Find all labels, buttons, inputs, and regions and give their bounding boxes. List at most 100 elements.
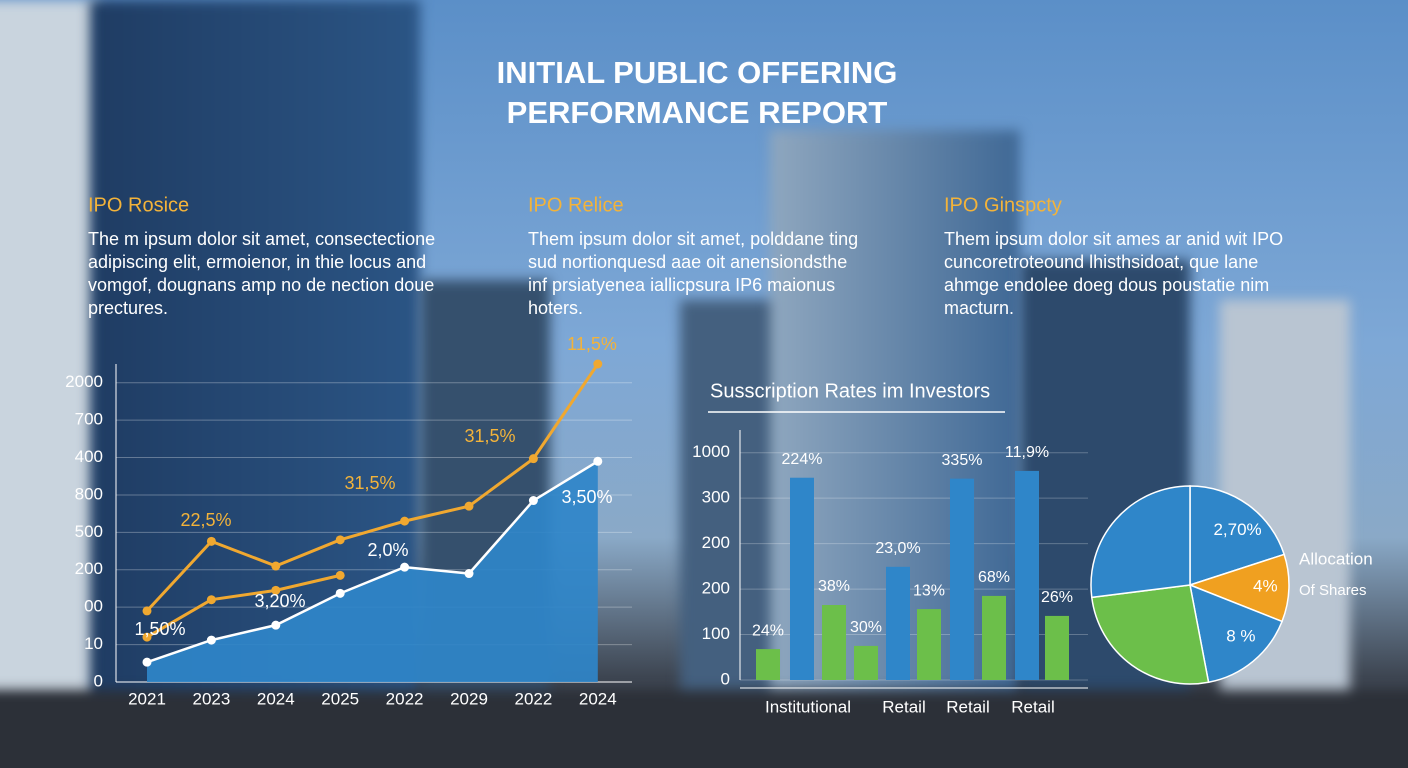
pie-slice [1189, 485, 1286, 587]
column-text: hoters. [528, 298, 583, 318]
point [206, 536, 216, 546]
point [142, 657, 152, 667]
column-text: cuncoretroteound lhisthsidoat, que lane [944, 252, 1258, 272]
x-tick-label: 2022 [514, 689, 552, 708]
annotation: 2,0% [367, 540, 408, 560]
y-tick-label: 0 [721, 669, 730, 688]
column-heading: IPO Ginspcty [944, 194, 1062, 216]
title: PERFORMANCE REPORT [507, 95, 888, 130]
point [400, 516, 410, 526]
x-tick-label: Retail [1011, 697, 1054, 716]
bar-label: 24% [752, 622, 784, 639]
column-text: inf prsiatyenea iallicpsura IP6 maionus [528, 275, 835, 295]
column-text: vomgof, dougnans amp no de nection doue [88, 275, 434, 295]
bar-label: 38% [818, 578, 850, 595]
point [206, 595, 216, 605]
bar-label: 30% [850, 619, 882, 636]
bar [790, 477, 814, 680]
x-tick-label: 2022 [386, 689, 424, 708]
bar [1015, 470, 1039, 680]
point [400, 562, 410, 572]
bar [756, 649, 780, 680]
pie-slice [1090, 485, 1191, 599]
bar [854, 645, 878, 680]
point [271, 561, 281, 571]
bar-label: 11,9% [1005, 444, 1049, 461]
column-text: Them ipsum dolor sit ames ar anid wit IP… [944, 229, 1283, 249]
bar [982, 595, 1006, 680]
bar-label: 23,0% [875, 540, 920, 557]
y-tick-label: 0 [94, 671, 103, 690]
point [142, 632, 152, 642]
y-tick-label: 400 [75, 447, 103, 466]
bar-label: 335% [942, 452, 983, 469]
y-tick-label: 1000 [692, 442, 730, 461]
bar [1045, 615, 1069, 680]
column-text: The m ipsum dolor sit amet, consectectio… [88, 229, 435, 249]
pie-slice [1189, 583, 1284, 684]
annotation: 1,50% [134, 619, 185, 639]
point [271, 620, 281, 630]
y-tick-label: 500 [75, 522, 103, 541]
y-tick-label: 2000 [65, 372, 103, 391]
chart-title: Susscription Rates im Investors [710, 380, 990, 402]
column-heading: IPO Relice [528, 194, 624, 216]
line [145, 363, 600, 612]
y-tick-label: 700 [75, 410, 103, 429]
x-tick-label: 2024 [579, 689, 617, 708]
x-tick-label: 2021 [128, 689, 166, 708]
x-tick-label: 2025 [321, 689, 359, 708]
bar-label: 68% [978, 569, 1010, 586]
column-text: prectures. [88, 298, 168, 318]
area [147, 461, 598, 682]
annotation: 11,5% [567, 334, 617, 354]
pie-slice [1187, 553, 1290, 623]
point [335, 588, 345, 598]
y-tick-label: 10 [84, 634, 103, 653]
point [464, 501, 474, 511]
pie-slice [1090, 584, 1210, 685]
point [271, 585, 281, 595]
x-tick-label: 2023 [192, 689, 230, 708]
point [593, 359, 603, 369]
point [335, 535, 345, 545]
y-tick-label: 00 [84, 597, 103, 616]
y-tick-label: 800 [75, 484, 103, 503]
annotation: 31,5% [464, 426, 515, 446]
bar [917, 609, 941, 680]
bar-label: 224% [782, 451, 823, 468]
bar-label: 26% [1041, 589, 1073, 606]
point [528, 496, 538, 506]
point [142, 606, 152, 616]
x-tick-label: Institutional [765, 697, 851, 716]
bar [886, 566, 910, 680]
slice-label: 4% [1253, 577, 1278, 596]
point [528, 454, 538, 464]
legend-text: Allocation [1299, 549, 1373, 568]
column-text: macturn. [944, 298, 1014, 318]
y-tick-label: 100 [702, 624, 730, 643]
point [335, 570, 345, 580]
title: INITIAL PUBLIC OFFERING [497, 55, 898, 90]
column-text: Them ipsum dolor sit amet, polddane ting [528, 229, 858, 249]
y-tick-label: 200 [75, 559, 103, 578]
column-heading: IPO Rosice [88, 194, 189, 216]
annotation: 3,50% [561, 487, 612, 507]
column-text: adipiscing elit, ermoienor, in thie locu… [88, 252, 426, 272]
y-tick-label: 200 [702, 579, 730, 598]
y-tick-label: 200 [702, 533, 730, 552]
point [593, 456, 603, 466]
annotation: 3,20% [254, 591, 305, 611]
point [464, 569, 474, 579]
bar [822, 605, 846, 680]
area-line [146, 460, 599, 664]
line [146, 573, 341, 639]
bar [950, 478, 974, 680]
x-tick-label: Retail [882, 697, 925, 716]
annotation: 31,5% [344, 473, 395, 493]
annotation: 22,5% [180, 510, 231, 530]
point [206, 635, 216, 645]
